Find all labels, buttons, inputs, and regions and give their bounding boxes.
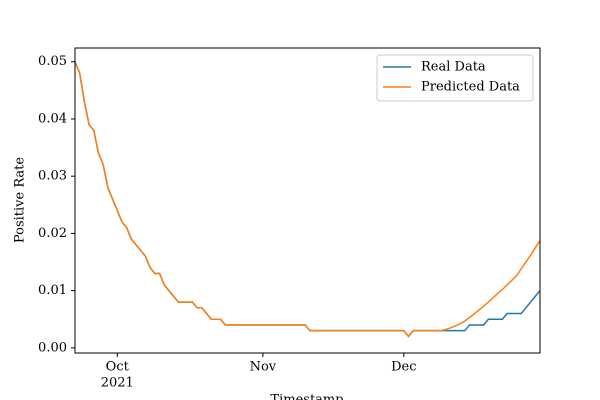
x-tick-label: Oct	[106, 360, 130, 375]
legend-label: Real Data	[421, 60, 486, 75]
x-tick-label: Dec	[391, 360, 416, 375]
y-tick-label: 0.02	[38, 226, 67, 241]
y-tick-label: 0.03	[38, 169, 67, 184]
y-tick-label: 0.01	[38, 283, 67, 298]
legend-label: Predicted Data	[421, 80, 520, 95]
series-line	[74, 61, 541, 338]
y-tick-label: 0.04	[38, 111, 67, 126]
y-tick-label: 0.05	[38, 54, 67, 69]
x-axis-label: Timestamp	[270, 393, 343, 400]
x-tick-label: Nov	[250, 360, 277, 375]
x-tick-year: 2021	[101, 376, 134, 391]
y-axis-label: Positive Rate	[13, 157, 28, 243]
y-tick-label: 0.00	[38, 340, 67, 355]
axes-frame	[74, 47, 541, 354]
series-line	[74, 61, 541, 338]
legend-box	[376, 54, 534, 102]
